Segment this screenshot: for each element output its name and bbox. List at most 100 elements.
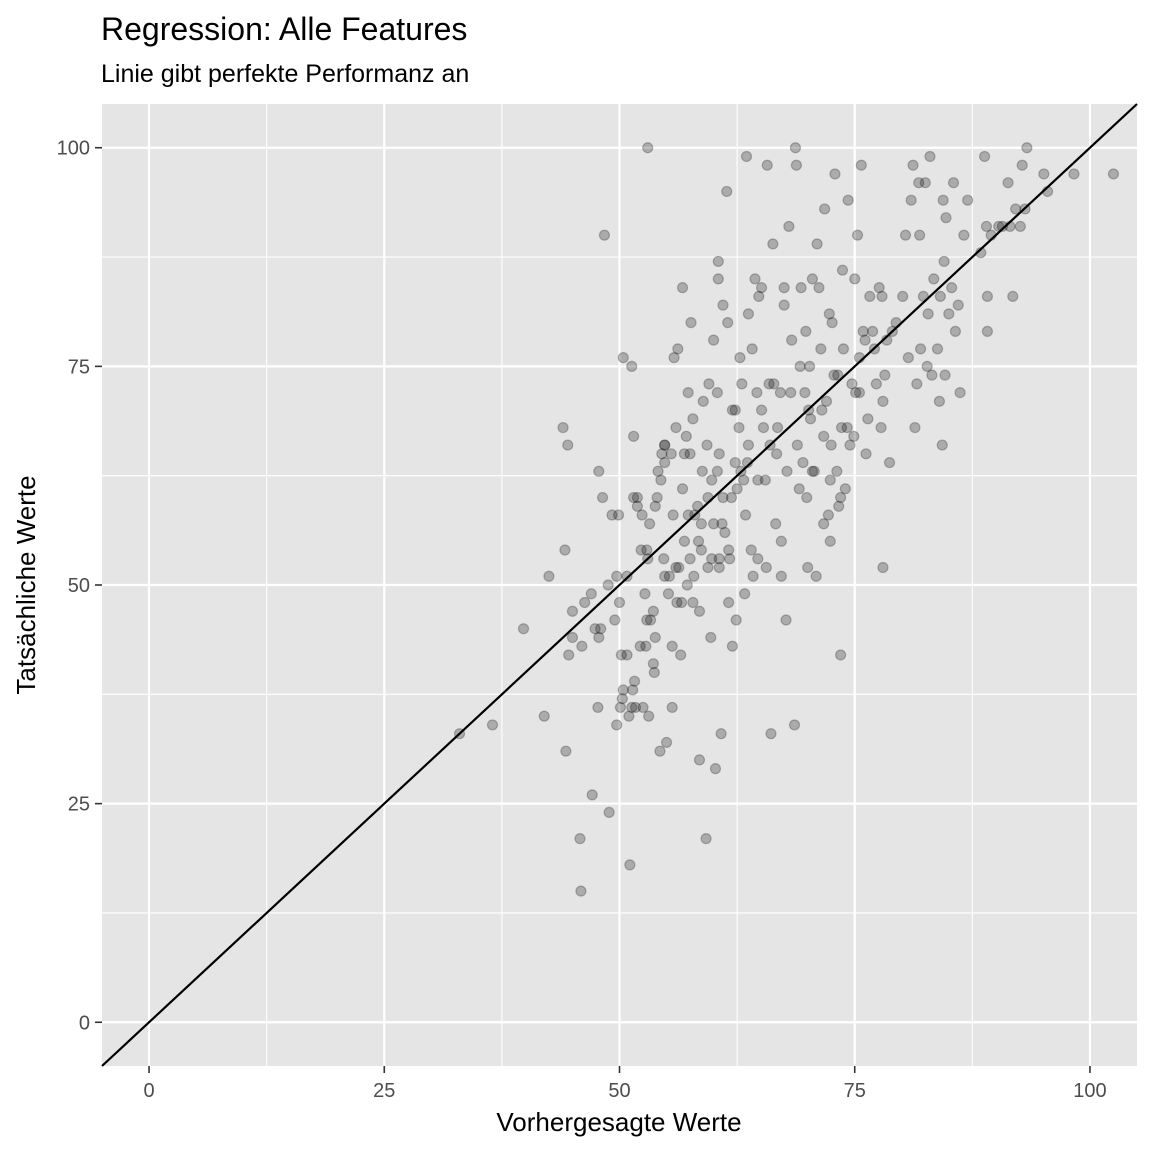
data-point (617, 684, 629, 696)
data-point (706, 474, 718, 486)
data-point (713, 561, 725, 574)
data-point (794, 360, 806, 372)
data-point (1016, 159, 1028, 171)
data-point (627, 684, 639, 696)
data-point (725, 491, 738, 504)
data-point (1010, 203, 1022, 215)
chart-subtitle: Linie gibt perfekte Performanz an (101, 60, 469, 88)
data-point (835, 649, 847, 661)
data-point (566, 605, 579, 617)
data-point (783, 220, 795, 233)
data-point (768, 378, 780, 390)
data-point (615, 649, 627, 661)
data-point (813, 282, 825, 294)
data-point (579, 596, 591, 609)
data-point (733, 421, 745, 434)
data-point (538, 710, 550, 722)
data-point (678, 535, 691, 547)
data-point (687, 413, 699, 425)
data-point (717, 491, 729, 504)
data-point (928, 273, 940, 285)
data-point (767, 238, 779, 250)
data-point (789, 142, 802, 154)
data-point (641, 614, 653, 626)
data-point (981, 290, 993, 302)
data-point (851, 229, 864, 241)
data-point (978, 150, 991, 163)
data-point (853, 387, 866, 399)
data-point (755, 404, 768, 416)
data-point (695, 544, 707, 556)
data-point (595, 623, 607, 635)
data-point (760, 561, 772, 574)
data-point (907, 159, 919, 171)
data-point (726, 404, 739, 416)
data-point (832, 369, 844, 381)
data-point (755, 282, 768, 294)
data-point (829, 168, 841, 180)
data-point (611, 719, 623, 731)
data-point (877, 395, 889, 407)
data-point (833, 500, 845, 512)
data-point (824, 535, 836, 547)
data-point (685, 317, 697, 329)
data-point (659, 570, 671, 582)
chart-title: Regression: Alle Features (101, 11, 467, 47)
data-point (797, 456, 809, 469)
data-point (785, 387, 797, 399)
data-point (712, 255, 724, 268)
data-point (739, 509, 752, 521)
data-point (589, 623, 601, 635)
data-point (660, 736, 673, 749)
data-point (933, 395, 946, 407)
data-point (909, 421, 921, 434)
data-point (715, 728, 727, 740)
data-point (850, 387, 862, 399)
data-point (719, 526, 731, 539)
data-point (914, 343, 927, 355)
data-point (675, 596, 688, 609)
data-point (1007, 290, 1019, 302)
data-point (824, 474, 836, 486)
data-point (621, 649, 633, 661)
data-point (844, 439, 856, 451)
data-point (819, 203, 831, 215)
data-point (800, 325, 812, 337)
data-point (711, 465, 723, 477)
data-point (823, 308, 835, 320)
data-point (707, 518, 720, 530)
data-point (825, 439, 837, 451)
data-point (716, 518, 728, 530)
data-point (954, 387, 966, 399)
data-point (665, 448, 677, 460)
data-point (778, 299, 790, 311)
data-point (870, 378, 882, 390)
data-point (949, 325, 962, 337)
data-point (734, 352, 746, 364)
y-axis-ticks: 0 25 50 75 100 (57, 138, 102, 1034)
data-point (921, 360, 933, 372)
data-point (649, 500, 661, 512)
data-point (688, 570, 700, 582)
data-point (656, 448, 668, 460)
data-point (676, 483, 689, 495)
data-point (628, 675, 641, 687)
data-point (729, 456, 741, 469)
data-point (649, 631, 661, 644)
data-point (924, 150, 936, 163)
data-point (672, 343, 684, 355)
data-point (875, 421, 887, 434)
data-point (647, 605, 659, 617)
data-point (639, 588, 651, 600)
data-point (711, 387, 723, 399)
data-point (862, 413, 874, 425)
data-point (543, 570, 555, 582)
data-point (808, 465, 820, 477)
data-point (659, 439, 671, 451)
data-point (849, 273, 861, 285)
data-point (752, 474, 764, 486)
data-point (761, 159, 773, 171)
data-point (897, 290, 909, 302)
data-point (922, 308, 934, 320)
